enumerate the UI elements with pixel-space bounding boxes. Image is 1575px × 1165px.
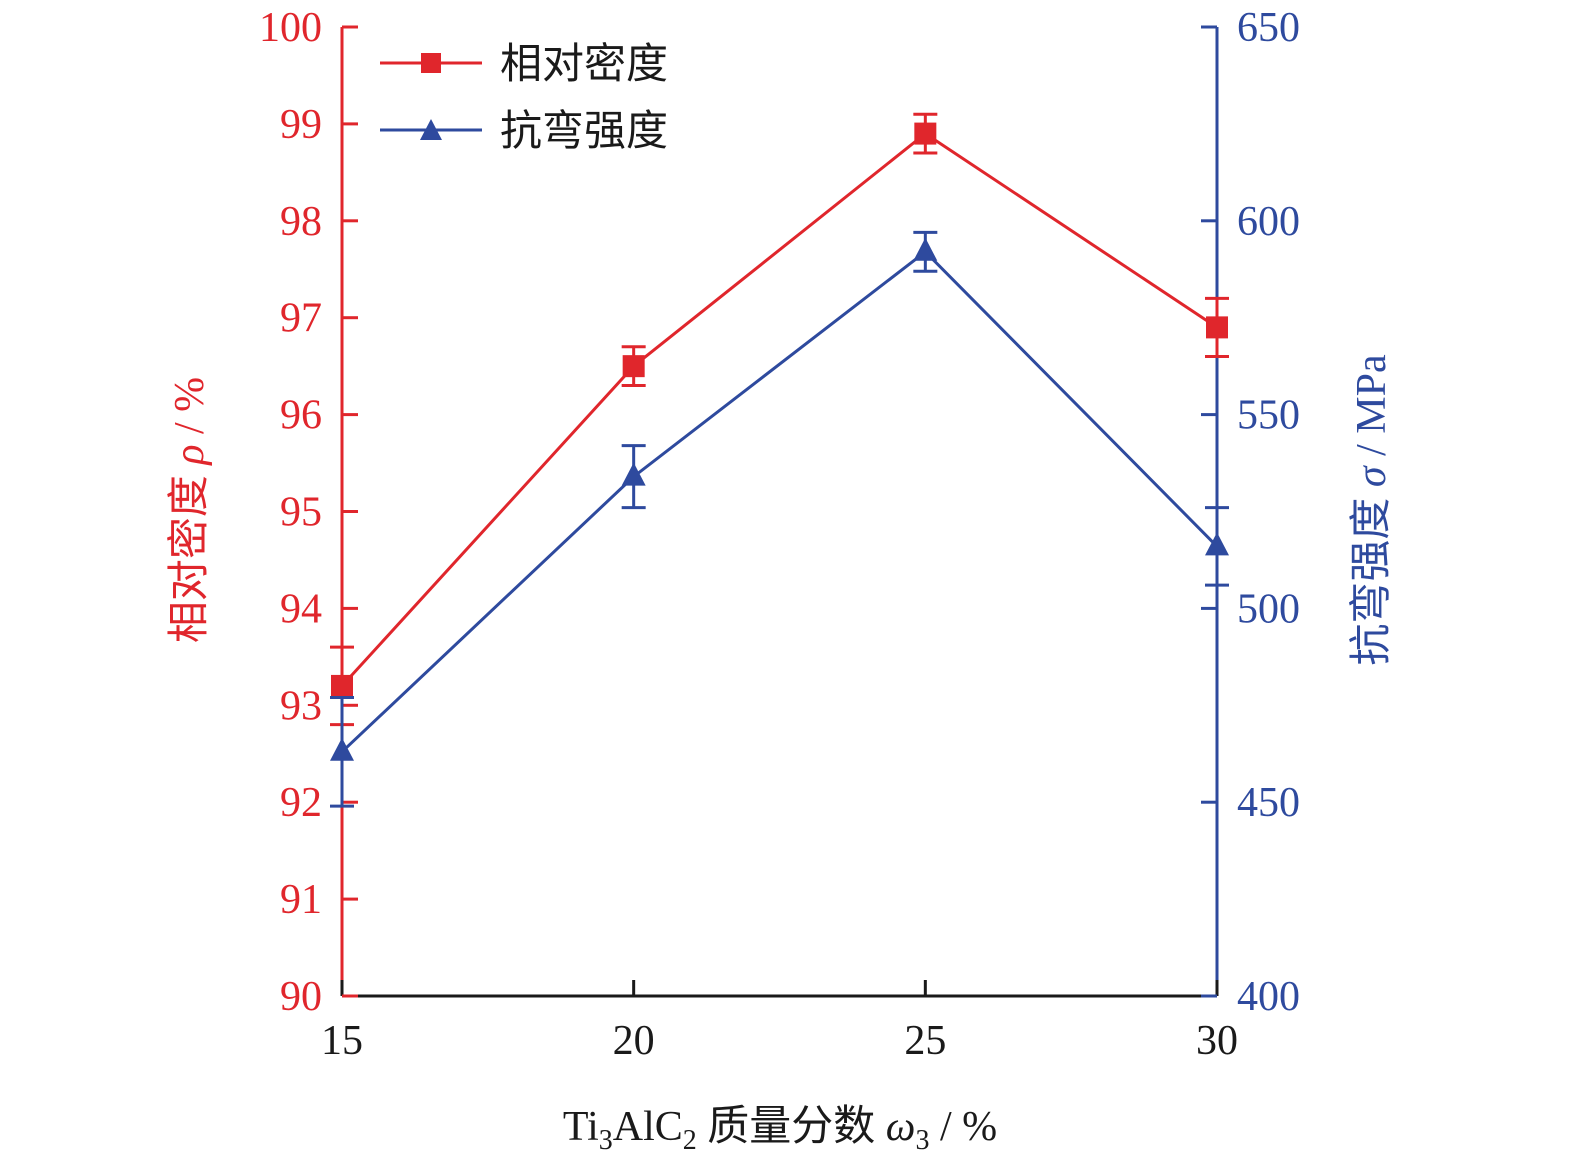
y-right-tick-label: 500 xyxy=(1237,586,1300,632)
series-line-strength xyxy=(340,249,1219,753)
x-axis-title: Ti3AlC2 质量分数 ω3 / % xyxy=(563,1104,997,1156)
y-left-tick-label: 92 xyxy=(280,780,322,826)
legend-strength-marker xyxy=(420,119,442,140)
y-left-tick-label: 99 xyxy=(280,102,322,148)
data-point-strength xyxy=(330,737,354,761)
y-right-tick-label: 400 xyxy=(1237,974,1300,1020)
data-point-density xyxy=(622,355,645,378)
y-right-axis-title: 抗弯强度 σ / MPa xyxy=(1348,354,1395,666)
data-point-strength xyxy=(1205,532,1229,556)
y-left-tick-label: 94 xyxy=(280,586,322,632)
legend-density-marker xyxy=(421,53,441,73)
legend-item-strength: 抗弯强度 xyxy=(380,108,668,155)
y-left-tick-label: 97 xyxy=(280,296,322,342)
x-tick-label: 25 xyxy=(904,1018,946,1064)
y-left-tick-label: 93 xyxy=(280,683,322,729)
y-right-tick-label: 550 xyxy=(1237,393,1300,439)
x-tick-label: 15 xyxy=(321,1018,363,1064)
legend-item-density: 相对密度 xyxy=(380,41,668,88)
data-point-density xyxy=(331,674,353,697)
series-line-density xyxy=(340,131,1218,687)
data-point-density xyxy=(914,122,937,145)
axes-layer: 15 20 25 30 90 91 92 93 94 95 96 97 98 99 100 400 450 500… xyxy=(259,5,1300,1064)
y-left-tick-label: 95 xyxy=(280,490,322,536)
y-right-tick-label: 600 xyxy=(1237,199,1300,245)
x-tick-label: 30 xyxy=(1196,1018,1238,1064)
legend-density-label: 相对密度 xyxy=(500,41,668,88)
legend: 相对密度 抗弯强度 xyxy=(380,41,668,155)
series-layer xyxy=(330,112,1229,808)
y-left-tick-label: 100 xyxy=(259,5,322,51)
data-point-density xyxy=(1206,316,1228,339)
y-left-tick-label: 98 xyxy=(280,199,322,245)
y-left-axis-title: 相对密度 ρ / % xyxy=(166,377,213,643)
y-left-tick-label: 96 xyxy=(280,393,322,439)
y-right-tick-label: 650 xyxy=(1237,5,1300,51)
data-point-strength xyxy=(913,237,938,261)
x-tick-label: 20 xyxy=(613,1018,655,1064)
y-right-tick-label: 450 xyxy=(1237,780,1300,826)
legend-strength-label: 抗弯强度 xyxy=(500,108,668,155)
data-point-strength xyxy=(621,462,646,486)
y-left-tick-label: 90 xyxy=(280,974,322,1020)
y-left-tick-label: 91 xyxy=(280,877,322,923)
